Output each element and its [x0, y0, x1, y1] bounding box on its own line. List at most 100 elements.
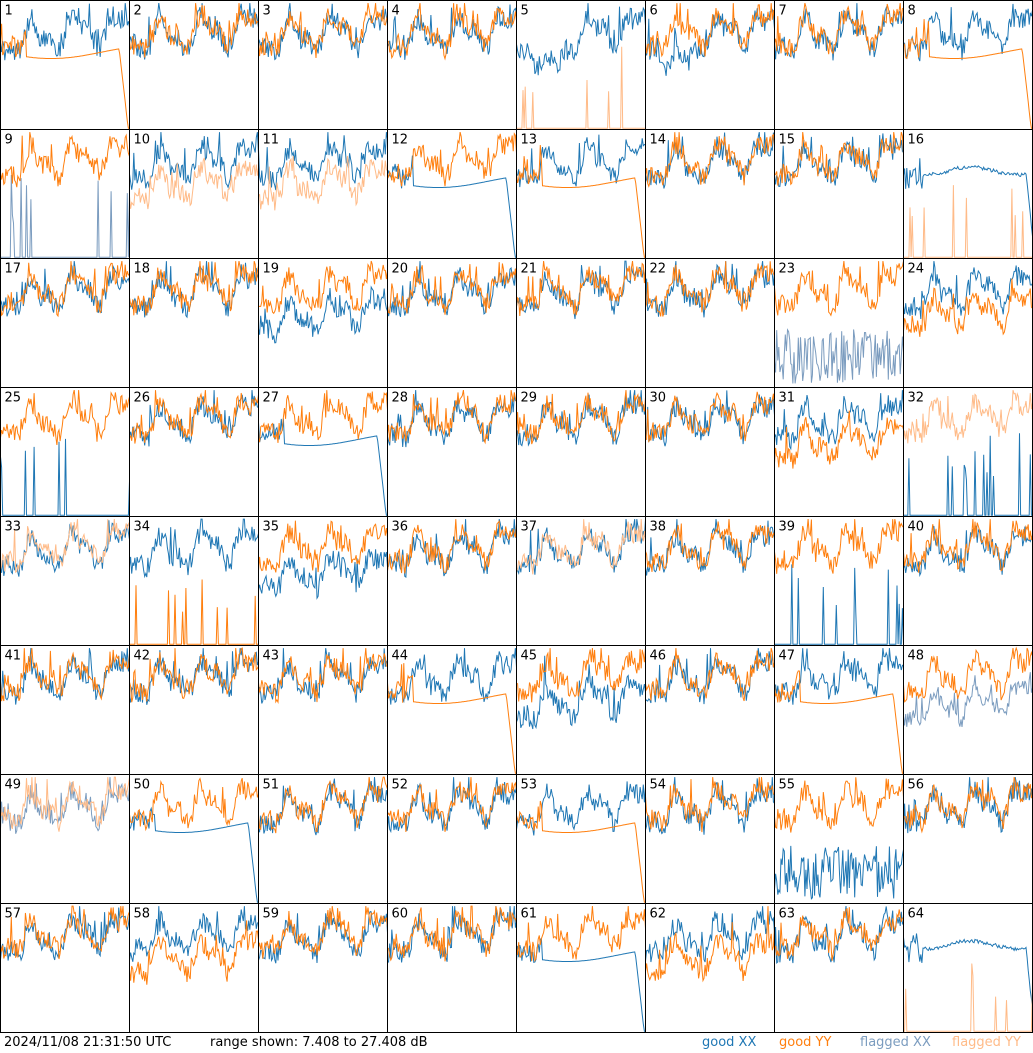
series-xx-panel-63: [774, 906, 904, 964]
series-xx-panel-10: [129, 131, 259, 190]
panel-number: 60: [392, 907, 409, 922]
panel-border: [258, 129, 388, 259]
series-xx-panel-4: [387, 4, 517, 60]
series-xx-panel-1: [0, 3, 130, 61]
panel-border: [645, 774, 775, 904]
panel-number: 45: [521, 649, 538, 664]
panel-9: 9: [0, 129, 130, 259]
series-yy-panel-2: [129, 3, 259, 58]
panel-41: 41: [0, 645, 130, 775]
series-yy-panel-25: [0, 389, 130, 445]
series-yy-panel-4: [387, 3, 517, 61]
legend-flagged-xx: flagged XX: [860, 1035, 931, 1050]
series-xx-panel-21: [516, 260, 646, 320]
series-xx-panel-39: [774, 564, 904, 645]
panel-26: 26: [129, 387, 259, 517]
panel-border: [774, 516, 904, 646]
series-yy-panel-39: [774, 519, 904, 574]
panel-3: 3: [258, 0, 388, 130]
series-yy-panel-59: [258, 906, 388, 959]
panel-27: 27: [258, 387, 388, 517]
timestamp: 2024/11/08 21:31:50 UTC: [4, 1035, 172, 1050]
panel-49: 49: [0, 774, 130, 904]
panel-16: 16: [903, 129, 1033, 259]
panel-62: 62: [645, 903, 775, 1033]
panel-border: [774, 645, 904, 775]
panel-number: 25: [5, 391, 22, 406]
series-yy-panel-48: [903, 646, 1033, 703]
panel-54: 54: [645, 774, 775, 904]
series-xx-panel-50: [129, 806, 259, 903]
panel-number: 42: [134, 649, 151, 664]
series-xx-panel-6: [645, 8, 775, 76]
series-yy-panel-55: [774, 777, 904, 833]
panel-number: 50: [134, 778, 151, 793]
panel-number: 21: [521, 262, 538, 277]
series-yy-panel-49: [0, 776, 130, 832]
series-xx-panel-27: [258, 418, 388, 516]
panel-number: 1: [5, 4, 13, 19]
panel-number: 29: [521, 391, 538, 406]
panel-64: 64: [903, 903, 1033, 1033]
panel-number: 11: [263, 133, 280, 148]
panel-6: 6: [645, 0, 775, 130]
panel-24: 24: [903, 258, 1033, 388]
panel-13: 13: [516, 129, 646, 259]
panel-52: 52: [387, 774, 517, 904]
panel-border: [516, 129, 646, 259]
panel-border: [129, 258, 259, 388]
panel-border: [129, 516, 259, 646]
panel-border: [387, 258, 517, 388]
panel-number: 34: [134, 520, 151, 535]
series-yy-panel-28: [387, 390, 517, 445]
panel-42: 42: [129, 645, 259, 775]
series-yy-panel-29: [516, 390, 646, 445]
panel-border: [516, 645, 646, 775]
panel-25: 25: [0, 387, 130, 517]
series-yy-panel-54: [645, 777, 775, 833]
panel-32: 32: [903, 387, 1033, 517]
series-xx-panel-62: [645, 906, 775, 963]
panel-number: 31: [779, 391, 796, 406]
series-yy-panel-64: [903, 963, 1033, 1032]
series-yy-panel-21: [516, 261, 646, 317]
series-xx-panel-5: [516, 3, 646, 76]
series-xx-panel-55: [774, 845, 904, 900]
panel-51: 51: [258, 774, 388, 904]
panel-21: 21: [516, 258, 646, 388]
panel-number: 5: [521, 4, 529, 19]
series-xx-panel-64: [903, 933, 1033, 1011]
panel-border: [774, 774, 904, 904]
panel-46: 46: [645, 645, 775, 775]
series-yy-panel-11: [258, 155, 388, 211]
series-xx-panel-16: [903, 158, 1033, 237]
panel-37: 37: [516, 516, 646, 646]
series-xx-panel-54: [645, 777, 775, 835]
legend-flagged-yy: flagged YY: [952, 1035, 1021, 1050]
panel-8: 8: [903, 0, 1033, 130]
panel-61: 61: [516, 903, 646, 1033]
panel-number: 47: [779, 649, 796, 664]
panel-19: 19: [258, 258, 388, 388]
panel-number: 49: [5, 778, 22, 793]
series-yy-panel-51: [258, 776, 388, 834]
panel-number: 44: [392, 649, 409, 664]
series-yy-panel-17: [0, 261, 130, 318]
panel-4: 4: [387, 0, 517, 130]
series-xx-panel-35: [258, 548, 388, 600]
panel-border: [129, 903, 259, 1033]
series-xx-panel-57: [0, 906, 130, 962]
series-yy-panel-58: [129, 920, 259, 985]
panel-number: 27: [263, 391, 280, 406]
panel-40: 40: [903, 516, 1033, 646]
panel-number: 3: [263, 4, 271, 19]
series-yy-panel-35: [258, 520, 388, 573]
panel-number: 58: [134, 907, 151, 922]
panel-5: 5: [516, 0, 646, 130]
panel-38: 38: [645, 516, 775, 646]
panel-number: 64: [908, 907, 925, 922]
panel-number: 63: [779, 907, 796, 922]
series-xx-panel-20: [387, 261, 517, 317]
panel-number: 28: [392, 391, 409, 406]
panel-number: 53: [521, 778, 538, 793]
